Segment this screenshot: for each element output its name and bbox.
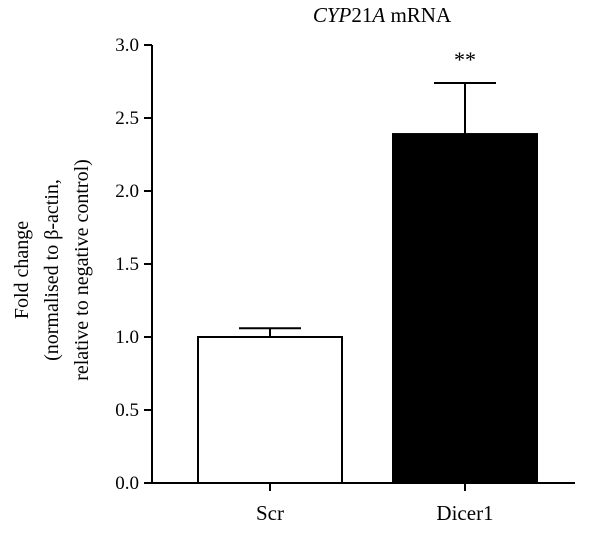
y-tick-label: 2.5: [115, 108, 139, 129]
y-tick-label: 3.0: [115, 35, 139, 56]
y-tick-label: 1.0: [115, 327, 139, 348]
x-tick-label: Scr: [256, 501, 284, 525]
chart-title: CYP21A mRNA: [313, 3, 452, 27]
bar-dicer1: [392, 133, 538, 484]
chart-title-part: CYP: [313, 3, 352, 27]
bars: [197, 81, 538, 484]
labels: 0.0 0.5 1.0 1.5 2.0 2.5 3.0 Scr Dicer1 **: [115, 35, 493, 525]
y-axis-label-line: Fold change: [11, 221, 33, 319]
y-tick-label: 0.5: [115, 400, 139, 421]
y-axis-label: Fold change (normalised to β-actin, relati…: [11, 159, 93, 381]
x-tick-label: Dicer1: [436, 501, 493, 525]
chart-title-part: mRNA: [385, 3, 452, 27]
significance-label: **: [454, 47, 476, 72]
y-axis-label-line: (normalised to β-actin,: [41, 179, 63, 361]
chart-title-part: A: [370, 3, 385, 27]
y-axis-label-line: relative to negative control): [71, 159, 93, 381]
chart-title-part: 21: [351, 3, 372, 27]
bar-scr: [197, 336, 343, 484]
y-tick-label: 0.0: [115, 473, 139, 494]
y-tick-label: 2.0: [115, 181, 139, 202]
y-tick-label: 1.5: [115, 254, 139, 275]
